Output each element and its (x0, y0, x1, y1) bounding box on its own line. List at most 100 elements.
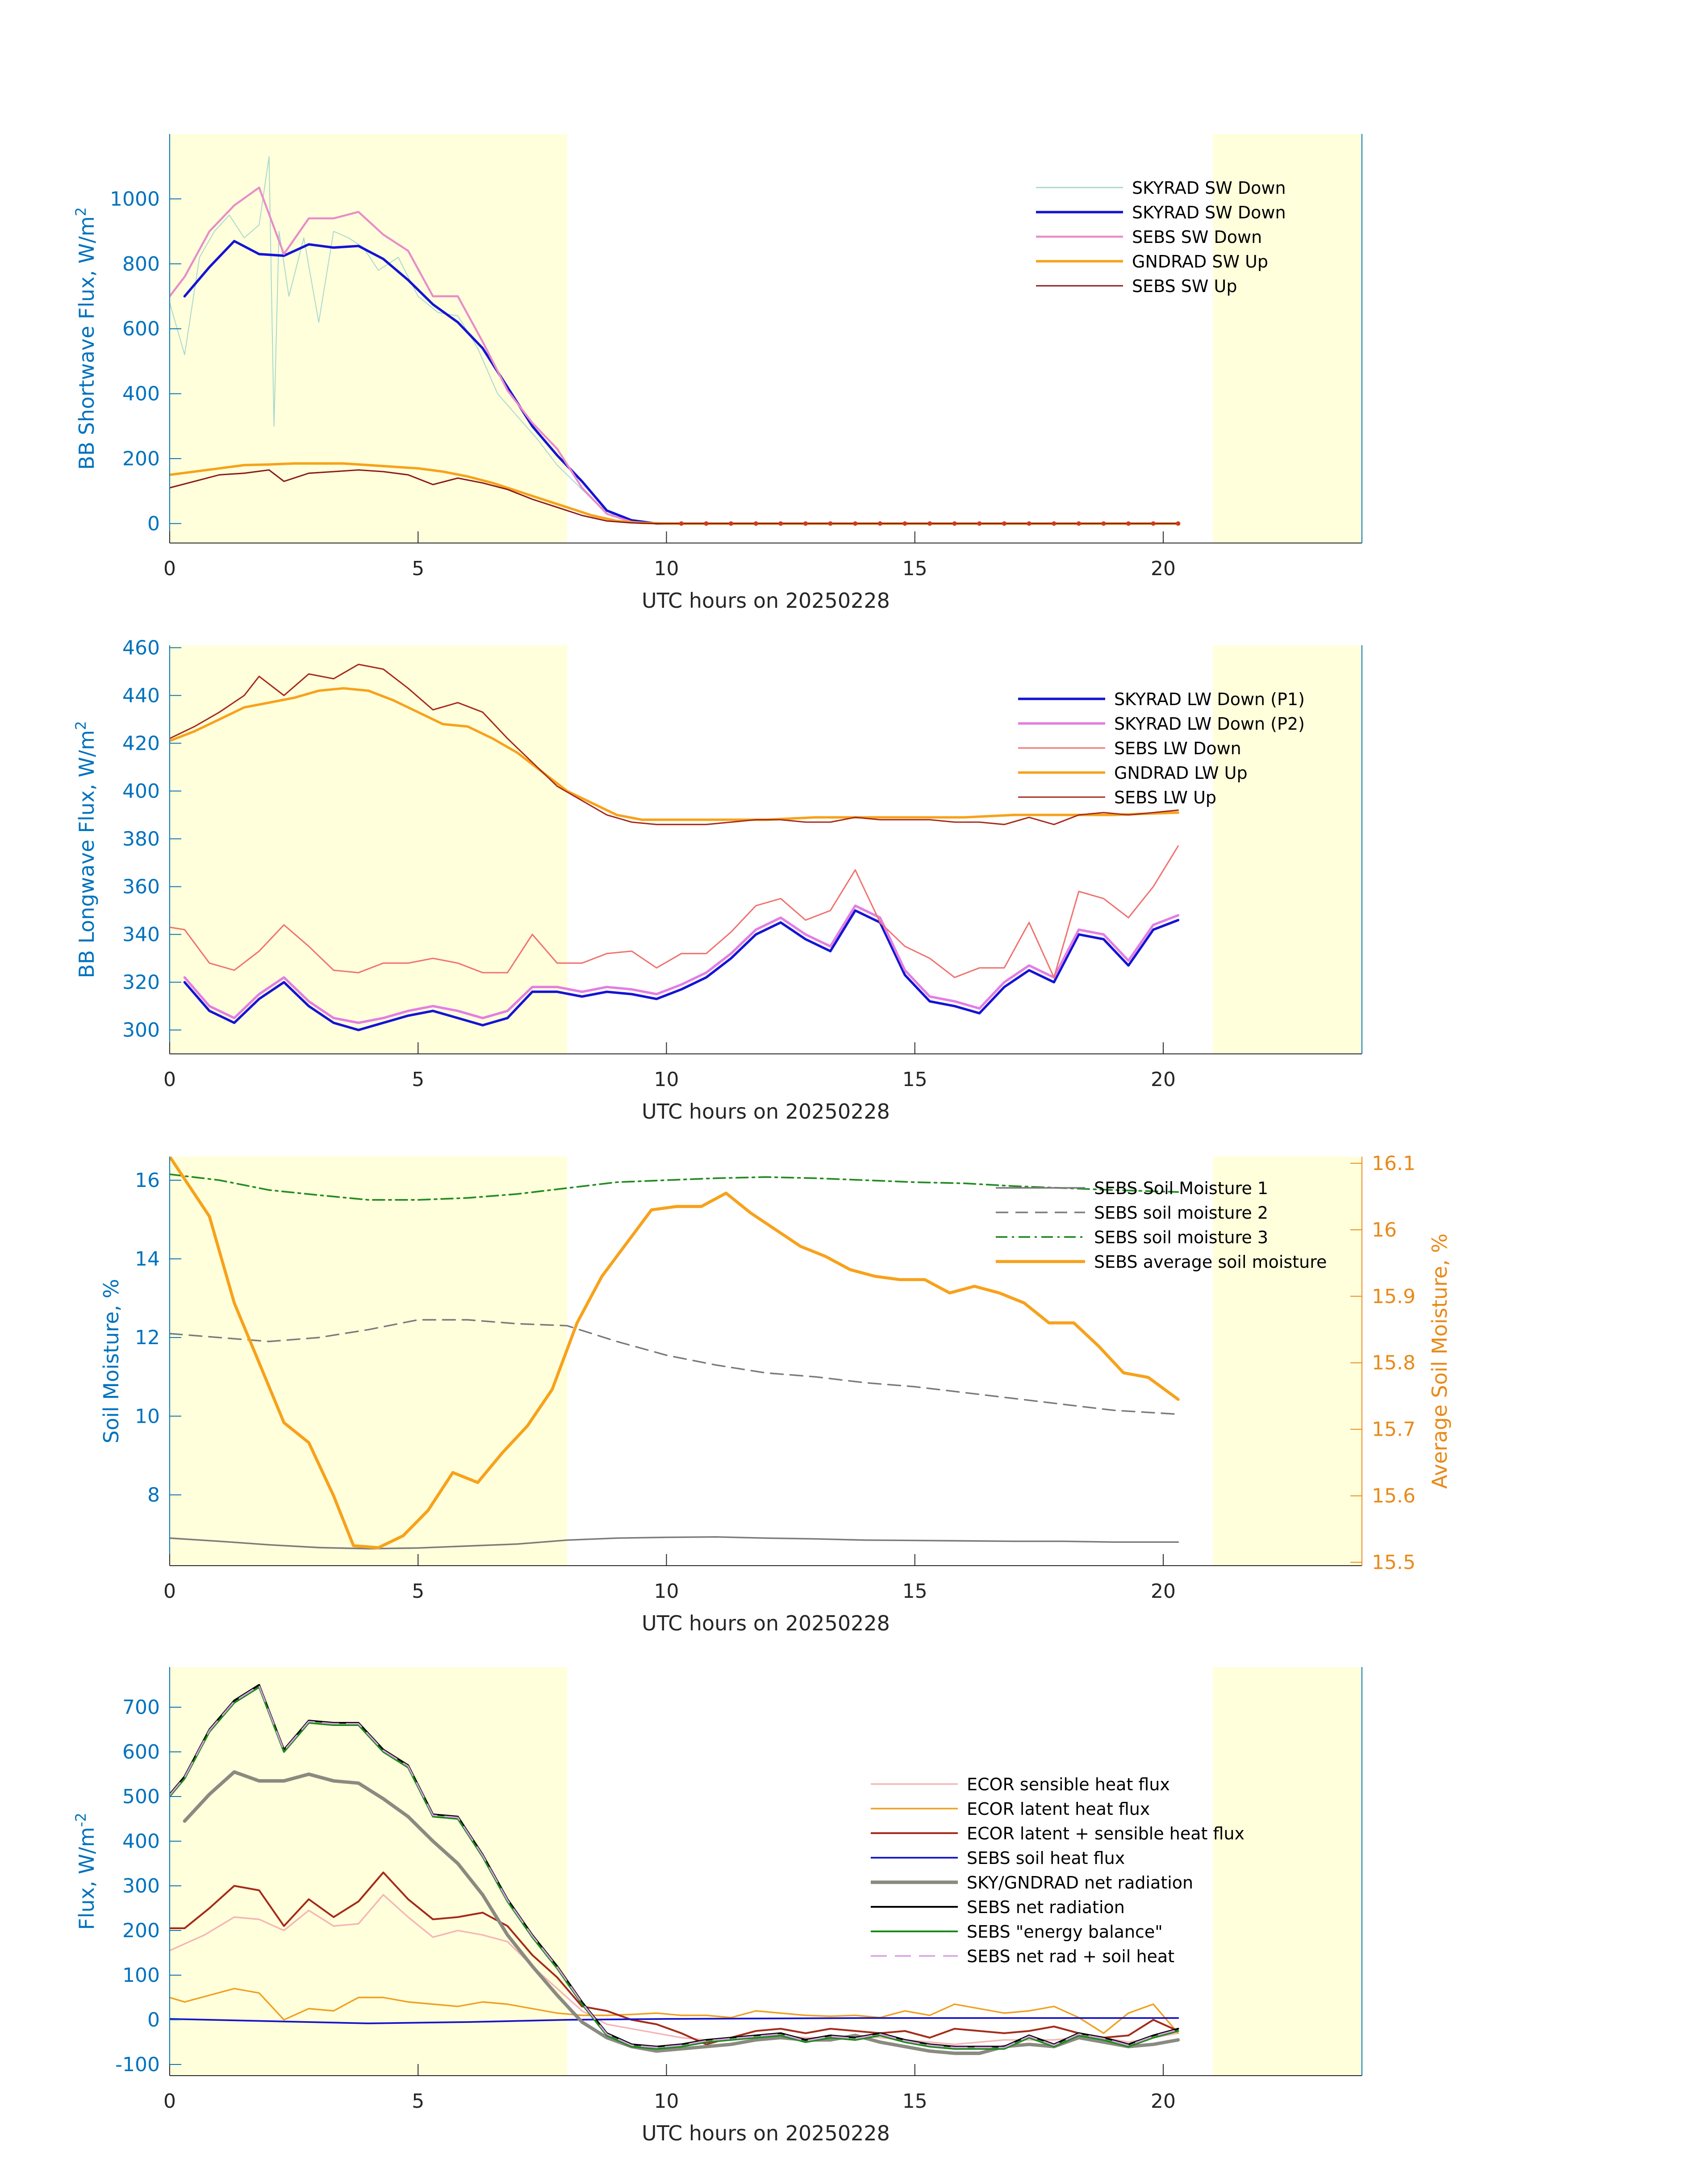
series-line-lw-1 (183, 904, 1180, 1024)
x-tick-label-lw-3: 15 (902, 1068, 927, 1091)
legend-label-flux-4: SKY/GNDRAD net radiation (967, 1873, 1193, 1893)
night-shading-flux-1 (1213, 1667, 1362, 2076)
series-group-flux (170, 1684, 1180, 2055)
x-tick-label-sw-3: 15 (902, 557, 927, 580)
y-tick-label-flux-2: 100 (122, 1964, 160, 1987)
series-line-flux-1 (170, 1988, 1179, 2034)
night-shading-sw-0 (170, 134, 567, 543)
series-marker-sw-0 (679, 521, 684, 526)
x-tick-label-lw-4: 20 (1151, 1068, 1176, 1091)
legend-soil: SEBS Soil Moisture 1 SEBS soil moisture 2… (996, 1178, 1327, 1272)
night-shading-lw-1 (1213, 645, 1362, 1054)
legend-label-lw-3: GNDRAD LW Up (1114, 763, 1248, 783)
series-marker-sw-4 (778, 521, 783, 526)
x-tick-label-lw-2: 10 (654, 1068, 679, 1091)
x-tick-label-sw-0: 0 (163, 557, 176, 580)
series-line-flux-2 (170, 1871, 1179, 2046)
y-axis-label-sup-flux: -2 (72, 1813, 89, 1827)
y-axis-label-sup-lw: 2 (72, 721, 89, 730)
series-marker-sw-18 (1126, 521, 1131, 526)
y-tick-label-sw-2: 400 (122, 383, 160, 405)
series-marker-sw-11 (952, 521, 957, 526)
y-tick-label-lw-1: 320 (122, 971, 160, 994)
y-right-tick-label-soil-6: 16.1 (1372, 1152, 1416, 1175)
y-axis-label-soil: Soil Moisture, % (99, 1279, 123, 1443)
y-tick-label-flux-7: 600 (122, 1741, 160, 1763)
legend-label-soil-2: SEBS soil moisture 3 (1094, 1228, 1268, 1247)
x-tick-label-sw-2: 10 (654, 557, 679, 580)
legend-label-sw-0: SKYRAD SW Down (1132, 178, 1286, 198)
series-line-lw-4 (170, 664, 1179, 825)
legend-label-soil-1: SEBS soil moisture 2 (1094, 1203, 1268, 1223)
x-tick-label-lw-1: 5 (412, 1068, 424, 1091)
series-marker-sw-14 (1027, 521, 1031, 526)
series-group-soil (170, 1157, 1180, 1550)
series-marker-sw-12 (977, 521, 982, 526)
y-tick-label-sw-3: 600 (122, 318, 160, 340)
y-tick-label-soil-3: 14 (135, 1248, 160, 1270)
series-marker-sw-9 (902, 521, 907, 526)
legend-label-flux-0: ECOR sensible heat flux (967, 1775, 1170, 1794)
x-tick-label-soil-3: 15 (902, 1580, 927, 1603)
x-tick-label-flux-4: 20 (1151, 2090, 1176, 2113)
y-axis-label-flux: Flux, W/m-2 (72, 1813, 99, 1930)
legend-label-flux-2: ECOR latent + sensible heat flux (967, 1824, 1244, 1843)
y-tick-label-lw-0: 300 (122, 1019, 160, 1041)
series-line-flux-7 (170, 1685, 1179, 2048)
legend-label-flux-1: ECOR latent heat flux (967, 1799, 1150, 1819)
series-marker-sw-13 (1002, 521, 1006, 526)
y-axis-label-sup-sw: 2 (72, 207, 89, 216)
legend-label-soil-0: SEBS Soil Moisture 1 (1094, 1178, 1268, 1198)
y-right-tick-label-soil-1: 15.6 (1372, 1485, 1416, 1508)
soil-moisture-panel: 0 5 10 15 20 8 10 12 14 16 15.5 15.6 15.7 15.8 15.9 16 1… (99, 1152, 1452, 1635)
legend-sw: SKYRAD SW Down SKYRAD SW Down SEBS SW Down… (1036, 178, 1286, 296)
series-group-sw (170, 156, 1181, 526)
series-marker-sw-6 (828, 521, 833, 526)
series-line-lw-2 (170, 845, 1179, 978)
series-group-lw (170, 664, 1180, 1032)
y-tick-label-soil-0: 8 (147, 1483, 160, 1506)
y-axis-label-text-flux: Flux, W/m (75, 1827, 99, 1930)
y-axis-label-text-soil: Soil Moisture, % (99, 1279, 123, 1443)
x-tick-label-flux-3: 15 (902, 2090, 927, 2113)
y-tick-label-lw-5: 400 (122, 780, 160, 802)
series-line-flux-5 (170, 1684, 1179, 2048)
series-line-sw-4 (170, 469, 1179, 524)
y-tick-label-flux-0: -100 (115, 2053, 160, 2076)
series-marker-sw-2 (729, 521, 734, 526)
x-tick-label-soil-1: 5 (412, 1580, 424, 1603)
y-tick-label-flux-3: 200 (122, 1919, 160, 1942)
y-tick-label-soil-1: 10 (135, 1405, 160, 1428)
night-shading-sw-1 (1213, 134, 1362, 543)
legend-label-flux-3: SEBS soil heat flux (967, 1848, 1125, 1868)
y-axis-label-lw: BB Longwave Flux, W/m2 (72, 721, 99, 978)
y-tick-label-flux-6: 500 (122, 1785, 160, 1808)
legend-label-lw-2: SEBS LW Down (1114, 739, 1241, 758)
legend-label-flux-5: SEBS net radiation (967, 1897, 1125, 1917)
x-axis-label-sw: UTC hours on 20250228 (642, 589, 890, 613)
y-tick-label-flux-5: 400 (122, 1830, 160, 1853)
series-line-sw-2 (170, 186, 1179, 525)
series-marker-sw-10 (927, 521, 932, 526)
series-marker-sw-19 (1151, 521, 1156, 526)
y-tick-label-lw-8: 460 (122, 636, 160, 659)
series-marker-sw-16 (1076, 521, 1081, 526)
legend-label-sw-3: GNDRAD SW Up (1132, 252, 1268, 272)
series-marker-sw-5 (803, 521, 808, 526)
legend-label-lw-0: SKYRAD LW Down (P1) (1114, 689, 1305, 709)
y-tick-label-lw-3: 360 (122, 875, 160, 898)
series-line-flux-0 (170, 1894, 1179, 2045)
x-tick-label-soil-4: 20 (1151, 1580, 1176, 1603)
series-marker-sw-20 (1176, 521, 1181, 526)
y-axis-label-text-sw: BB Shortwave Flux, W/m (75, 216, 99, 470)
y-right-tick-label-soil-2: 15.7 (1372, 1418, 1416, 1441)
series-line-soil-0 (170, 1536, 1179, 1550)
legend-label-sw-2: SEBS SW Down (1132, 227, 1262, 247)
series-line-soil-3 (170, 1157, 1180, 1550)
x-tick-label-lw-0: 0 (163, 1068, 176, 1091)
y-right-tick-label-soil-0: 15.5 (1372, 1551, 1416, 1574)
y-right-tick-label-soil-5: 16 (1372, 1219, 1397, 1241)
x-axis-label-soil: UTC hours on 20250228 (642, 1611, 890, 1635)
